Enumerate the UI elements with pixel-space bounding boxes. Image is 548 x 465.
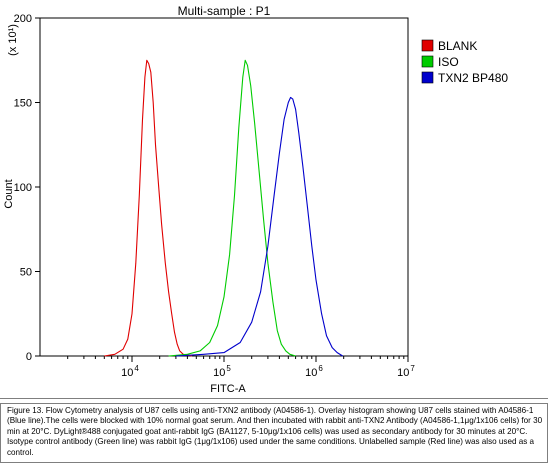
legend-swatch xyxy=(421,39,434,52)
y-tick-label: 0 xyxy=(26,351,32,363)
legend-label: BLANK xyxy=(438,39,477,53)
legend-swatch xyxy=(421,55,434,68)
series-line-txn2-bp480 xyxy=(175,96,343,357)
x-tick-exponent: 4 xyxy=(134,364,139,373)
y-tick-label: 50 xyxy=(20,267,32,279)
chart-title: Multi-sample : P1 xyxy=(178,4,271,18)
y-multiplier: (x 10¹) xyxy=(7,24,19,56)
y-tick-label: 150 xyxy=(14,98,32,110)
x-axis-ticks: 104 105 106 107 xyxy=(121,356,415,379)
x-tick-exponent: 5 xyxy=(226,364,231,373)
series-line-blank xyxy=(104,59,193,357)
series-line-iso xyxy=(168,59,296,357)
legend-label: TXN2 BP480 xyxy=(438,71,508,85)
legend-label: ISO xyxy=(438,55,459,69)
y-tick-label: 200 xyxy=(14,13,32,25)
x-tick-label: 104 xyxy=(121,364,139,379)
legend-swatch xyxy=(421,71,434,84)
x-tick-exponent: 7 xyxy=(410,364,415,373)
figure-caption: Figure 13. Flow Cytometry analysis of U8… xyxy=(0,403,548,463)
y-axis-ticks: 0 50 100 150 200 xyxy=(14,13,40,363)
y-axis-label: Count xyxy=(3,179,15,208)
x-tick-label: 106 xyxy=(305,364,323,379)
histogram-curves xyxy=(104,59,343,357)
x-tick-exponent: 6 xyxy=(318,364,323,373)
caption-divider xyxy=(0,398,548,399)
x-tick-label: 107 xyxy=(397,364,415,379)
x-tick-label: 105 xyxy=(213,364,231,379)
x-axis-label: FITC-A xyxy=(210,383,246,395)
x-axis-minor-ticks xyxy=(67,356,405,359)
plot-frame xyxy=(39,17,409,357)
legend: BLANK ISO TXN2 BP480 xyxy=(421,39,508,85)
flow-cytometry-histogram: Multi-sample : P1 (x 10¹) Count FITC-A 0… xyxy=(3,4,508,395)
y-tick-label: 100 xyxy=(14,182,32,194)
